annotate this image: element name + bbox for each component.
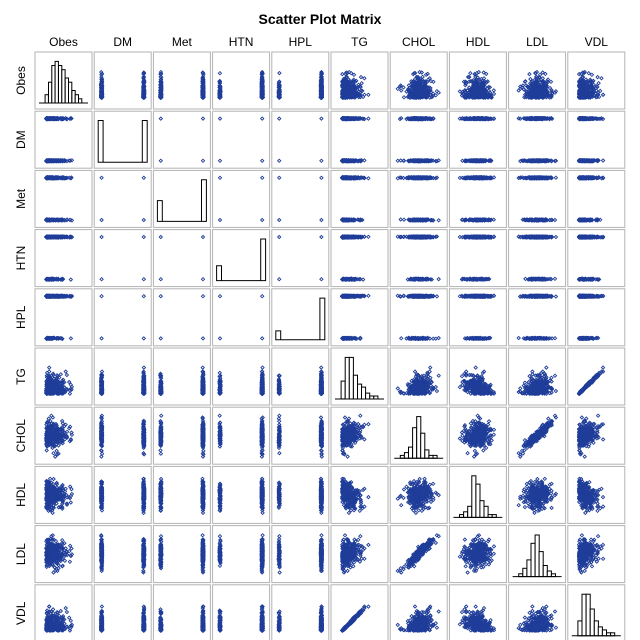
cell-frame bbox=[152, 110, 211, 169]
cell-dm-vdl bbox=[567, 110, 626, 169]
cell-frame bbox=[93, 169, 152, 228]
data-point bbox=[99, 78, 105, 84]
cell-met-dm bbox=[93, 169, 152, 228]
cell-dm-hdl bbox=[448, 110, 507, 169]
histogram-bar bbox=[44, 94, 49, 104]
data-point bbox=[99, 74, 104, 80]
data-point bbox=[141, 93, 146, 99]
data-point bbox=[141, 70, 146, 76]
chart-title: Scatter Plot Matrix bbox=[259, 11, 382, 27]
cell-obes-hdl bbox=[448, 51, 507, 110]
row-label-met: Met bbox=[14, 188, 28, 209]
column-label-vdl: VDL bbox=[585, 35, 609, 49]
data-point bbox=[158, 84, 164, 89]
cell-obes-tg bbox=[330, 51, 389, 110]
cell-dm-chol bbox=[389, 110, 448, 169]
data-point bbox=[200, 70, 206, 76]
data-point bbox=[158, 69, 164, 75]
histogram-bar bbox=[68, 81, 73, 104]
data-point bbox=[158, 74, 164, 80]
data-point bbox=[200, 94, 206, 100]
cell-met-tg bbox=[330, 169, 389, 228]
column-label-tg: TG bbox=[351, 35, 368, 49]
cell-frame bbox=[93, 51, 152, 110]
data-point bbox=[99, 94, 105, 99]
cell-obes-chol bbox=[389, 51, 448, 110]
histogram-bar bbox=[61, 69, 66, 104]
column-label-hpl: HPL bbox=[289, 35, 313, 49]
data-point bbox=[141, 79, 146, 84]
cell-frame bbox=[271, 110, 330, 169]
cell-obes-dm bbox=[93, 51, 152, 110]
data-point bbox=[99, 72, 104, 78]
cell-frame bbox=[271, 169, 330, 228]
column-label-ldl: LDL bbox=[526, 35, 548, 49]
row-label-hdl: HDL bbox=[14, 483, 28, 507]
matrix-cells bbox=[34, 51, 626, 640]
histogram-bar bbox=[54, 60, 59, 104]
data-point bbox=[141, 77, 147, 83]
histogram-bar bbox=[78, 98, 83, 104]
data-point bbox=[200, 88, 205, 93]
column-label-hdl: HDL bbox=[466, 35, 490, 49]
column-labels: Obes DM Met HTN HPL TG CHOL HDL LDL VDL bbox=[49, 35, 608, 49]
cell-met-htn bbox=[212, 169, 271, 228]
cell-dm-ldl bbox=[508, 110, 567, 169]
data-point bbox=[141, 84, 147, 89]
data-point bbox=[200, 93, 206, 99]
cell-met-met bbox=[152, 169, 211, 228]
data-point bbox=[200, 77, 206, 83]
row-label-ldl: LDL bbox=[14, 543, 28, 565]
column-label-htn: HTN bbox=[229, 35, 254, 49]
row-label-vdl: VDL bbox=[14, 601, 28, 625]
row-label-obes: Obes bbox=[14, 66, 28, 95]
data-point bbox=[217, 70, 223, 76]
cell-obes-vdl bbox=[567, 51, 626, 110]
data-point bbox=[159, 88, 164, 94]
data-point bbox=[99, 88, 104, 94]
cell-dm-htn bbox=[212, 110, 271, 169]
row-labels: Obes DM Met HTN HPL TG CHOL HDL LDL VDL bbox=[14, 66, 28, 625]
data-point bbox=[200, 79, 205, 84]
cell-frame bbox=[212, 110, 271, 169]
column-label-dm: DM bbox=[113, 35, 132, 49]
cell-met-obes bbox=[34, 169, 93, 228]
cell-obes-ldl bbox=[508, 51, 567, 110]
data-point bbox=[158, 94, 163, 99]
cell-frame bbox=[567, 51, 626, 110]
cell-dm-tg bbox=[330, 110, 389, 169]
data-point bbox=[98, 82, 104, 88]
column-label-chol: CHOL bbox=[402, 35, 436, 49]
cell-obes-obes bbox=[34, 51, 93, 110]
cell-dm-obes bbox=[34, 110, 93, 169]
data-point bbox=[159, 82, 164, 88]
cell-obes-htn bbox=[212, 51, 271, 110]
cell-frame bbox=[330, 51, 389, 110]
row-label-dm: DM bbox=[14, 130, 28, 149]
column-label-obes: Obes bbox=[49, 35, 78, 49]
row-label-htn: HTN bbox=[14, 246, 28, 271]
row-label-chol: CHOL bbox=[14, 419, 28, 453]
cell-dm-dm bbox=[93, 110, 152, 169]
cell-dm-met bbox=[152, 110, 211, 169]
cell-met-hpl bbox=[271, 169, 330, 228]
cell-dm-hpl bbox=[271, 110, 330, 169]
column-label-met: Met bbox=[172, 35, 193, 49]
data-point bbox=[141, 94, 146, 100]
cell-frame bbox=[212, 169, 271, 228]
row-label-tg: TG bbox=[14, 368, 28, 385]
cell-obes-met bbox=[152, 51, 211, 110]
data-point bbox=[200, 84, 205, 89]
row-label-hpl: HPL bbox=[14, 305, 28, 329]
cell-obes-hpl bbox=[271, 51, 330, 110]
